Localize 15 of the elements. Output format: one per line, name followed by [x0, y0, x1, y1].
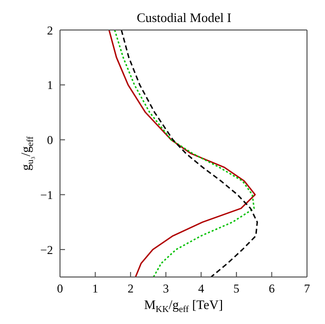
x-tick-label: 5 [233, 282, 240, 296]
y-tick-label: −1 [40, 188, 53, 202]
y-tick-label: 2 [47, 23, 53, 38]
x-tick-label: 1 [92, 282, 98, 296]
y-tick-label: 0 [47, 133, 53, 148]
x-tick-label: 6 [268, 282, 275, 296]
x-tick-label: 3 [162, 282, 169, 296]
x-tick-label: 7 [304, 282, 310, 296]
chart-title: Custodial Model I [136, 10, 232, 25]
y-tick-label: −2 [40, 242, 53, 257]
x-tick-label: 4 [198, 282, 204, 296]
x-tick-label: 2 [128, 282, 134, 296]
y-tick-label: 1 [47, 78, 53, 92]
x-tick-label: 0 [57, 282, 63, 296]
x-axis-title: M$_{KK}$/g$_{eff}$ [TeV] [144, 297, 223, 314]
